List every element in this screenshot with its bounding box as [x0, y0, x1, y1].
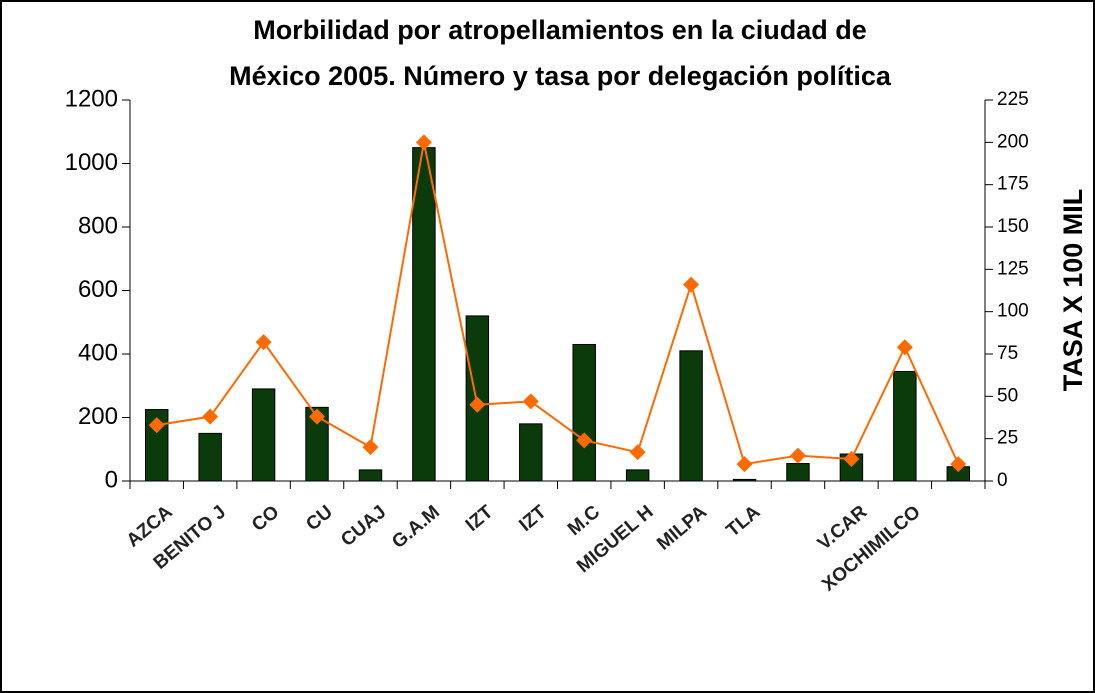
line-marker [415, 134, 432, 151]
line-marker [148, 417, 165, 434]
y2-tick-label: 175 [997, 174, 1029, 195]
x-tick-label: IZT [462, 501, 498, 536]
y2-tick-label: 50 [997, 385, 1018, 406]
y2-axis-label: TASA X 100 MIL [1058, 189, 1088, 392]
x-tick-label: MILPA [653, 501, 711, 554]
y2-tick-label: 150 [997, 216, 1029, 237]
x-tick-label: CU [302, 502, 337, 536]
x-tick-label: G.A.M [388, 502, 444, 553]
y2-tick-label: 100 [997, 301, 1029, 322]
line-marker [683, 276, 700, 293]
y-tick-label: 600 [78, 276, 118, 303]
y2-tick-label: 75 [997, 343, 1018, 364]
chart-subtitle: México 2005. Número y tasa por delegació… [229, 61, 892, 91]
x-tick-label: M.C [564, 501, 604, 540]
line-marker [469, 396, 486, 413]
y-tick-label: 1000 [65, 149, 118, 176]
bar [679, 350, 703, 482]
y2-tick-label: 0 [997, 470, 1008, 491]
bar [893, 370, 917, 482]
line-marker [843, 450, 860, 467]
chart-title: Morbilidad por atropellamientos en la ci… [253, 15, 867, 45]
line-marker [576, 432, 593, 449]
bar [786, 463, 810, 482]
bar [732, 478, 757, 482]
line-marker [736, 456, 753, 473]
y-tick-label: 1200 [65, 85, 118, 112]
y-tick-label: 400 [78, 339, 118, 366]
line-marker [309, 408, 326, 425]
line-marker [202, 408, 219, 425]
y-tick-label: 200 [78, 403, 118, 430]
bar [625, 469, 650, 482]
y2-tick-label: 25 [997, 428, 1018, 449]
y-tick-label: 0 [105, 466, 118, 493]
x-tick-label: TLA [723, 501, 765, 541]
bar [305, 406, 329, 482]
line-marker [629, 444, 646, 461]
x-tick-label: CUAJ [337, 502, 390, 551]
bar [198, 432, 222, 482]
x-tick-label: IZT [515, 501, 551, 536]
line-series [156, 142, 960, 466]
bar [572, 343, 596, 482]
line-marker [362, 439, 379, 456]
y2-tick-label: 125 [997, 258, 1029, 279]
line-marker [789, 447, 806, 464]
line-marker [522, 393, 539, 410]
bar [519, 423, 543, 482]
bar [412, 147, 436, 482]
y2-tick-label: 225 [997, 89, 1029, 110]
x-tick-label: CO [248, 502, 283, 536]
y2-tick-label: 200 [997, 131, 1029, 152]
line-marker [896, 339, 913, 356]
line-marker [255, 334, 272, 351]
y-tick-label: 800 [78, 212, 118, 239]
bar [251, 388, 276, 482]
line-marker [950, 456, 967, 473]
bar [358, 469, 383, 482]
